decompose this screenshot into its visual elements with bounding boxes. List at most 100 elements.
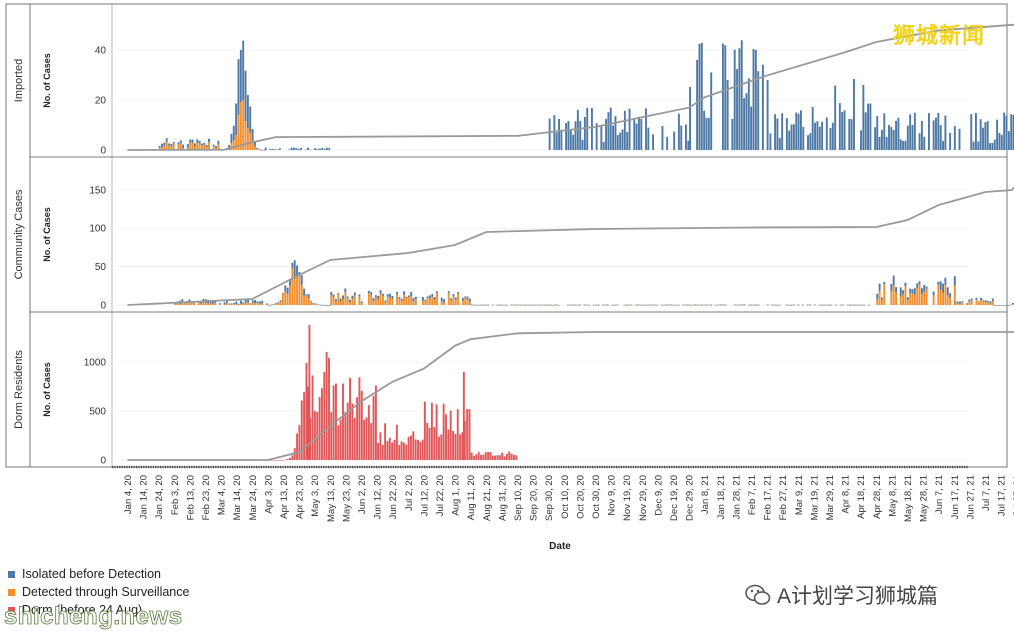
bar[interactable]	[517, 304, 520, 306]
bar[interactable]	[311, 375, 314, 460]
bar[interactable]	[466, 299, 469, 305]
bar[interactable]	[569, 304, 572, 306]
bar[interactable]	[787, 304, 790, 306]
bar[interactable]	[344, 412, 347, 460]
bar[interactable]	[452, 430, 454, 460]
bar[interactable]	[1000, 135, 1003, 150]
bar[interactable]	[565, 123, 568, 150]
bar[interactable]	[239, 102, 242, 150]
bar[interactable]	[466, 409, 469, 460]
bar[interactable]	[1012, 304, 1014, 305]
bar[interactable]	[363, 419, 366, 460]
bar[interactable]	[279, 301, 282, 305]
bar[interactable]	[958, 128, 961, 150]
bar[interactable]	[534, 304, 537, 306]
bar[interactable]	[691, 304, 694, 306]
bar[interactable]	[484, 304, 487, 306]
bar[interactable]	[384, 423, 387, 460]
bar[interactable]	[254, 303, 257, 305]
bar[interactable]	[755, 304, 757, 306]
bar[interactable]	[982, 300, 985, 305]
bar[interactable]	[790, 124, 793, 150]
bar[interactable]	[536, 304, 539, 306]
bar[interactable]	[484, 452, 487, 460]
bar[interactable]	[226, 302, 228, 305]
bar[interactable]	[818, 304, 821, 306]
bar[interactable]	[282, 292, 284, 294]
bar[interactable]	[218, 304, 221, 305]
bar[interactable]	[642, 304, 645, 306]
bar[interactable]	[892, 285, 895, 305]
bar[interactable]	[776, 304, 779, 306]
bar[interactable]	[421, 300, 424, 305]
bar[interactable]	[722, 43, 724, 150]
bar[interactable]	[288, 149, 291, 150]
bar[interactable]	[313, 411, 316, 460]
bar[interactable]	[295, 148, 298, 150]
bar[interactable]	[461, 300, 464, 305]
bar[interactable]	[457, 291, 460, 294]
bar[interactable]	[482, 304, 485, 306]
bar[interactable]	[576, 109, 579, 150]
bar[interactable]	[977, 301, 980, 303]
bar[interactable]	[932, 291, 935, 296]
bar[interactable]	[816, 121, 819, 150]
bar[interactable]	[876, 293, 879, 300]
bar[interactable]	[186, 144, 189, 148]
bar[interactable]	[670, 304, 673, 306]
bar[interactable]	[510, 304, 513, 306]
bar[interactable]	[193, 143, 196, 147]
bar[interactable]	[433, 300, 436, 305]
bar[interactable]	[661, 125, 664, 150]
bar[interactable]	[384, 301, 387, 305]
bar[interactable]	[515, 304, 518, 306]
bar[interactable]	[182, 144, 185, 149]
bar[interactable]	[186, 302, 188, 305]
bar[interactable]	[325, 147, 328, 150]
bar[interactable]	[466, 296, 469, 300]
bar[interactable]	[961, 301, 964, 305]
bar[interactable]	[456, 409, 459, 460]
bar[interactable]	[771, 304, 774, 306]
bar[interactable]	[158, 145, 161, 148]
bar[interactable]	[435, 404, 438, 460]
bar[interactable]	[909, 114, 912, 150]
bar[interactable]	[1005, 115, 1008, 150]
bar[interactable]	[351, 299, 354, 305]
bar[interactable]	[473, 304, 475, 306]
bar[interactable]	[447, 292, 450, 305]
bar[interactable]	[402, 442, 405, 460]
bar[interactable]	[305, 294, 308, 296]
bar[interactable]	[552, 304, 555, 306]
bar[interactable]	[800, 110, 802, 150]
bar[interactable]	[959, 301, 961, 304]
bar[interactable]	[367, 290, 370, 294]
bar[interactable]	[591, 108, 593, 150]
bar[interactable]	[487, 452, 490, 460]
bar[interactable]	[961, 301, 964, 302]
bar[interactable]	[888, 125, 890, 150]
bar[interactable]	[797, 304, 800, 306]
bar[interactable]	[274, 303, 277, 304]
bar[interactable]	[358, 377, 361, 460]
bar[interactable]	[289, 279, 291, 286]
bar[interactable]	[602, 304, 605, 306]
bar[interactable]	[323, 148, 326, 150]
bar[interactable]	[300, 275, 303, 285]
bar[interactable]	[237, 59, 240, 116]
bar[interactable]	[323, 371, 326, 460]
bar[interactable]	[724, 45, 727, 151]
bar[interactable]	[717, 304, 720, 306]
bar[interactable]	[635, 123, 638, 150]
bar[interactable]	[193, 302, 195, 305]
bar[interactable]	[450, 300, 453, 305]
bar[interactable]	[661, 304, 663, 306]
bar[interactable]	[389, 293, 391, 298]
bar[interactable]	[970, 300, 973, 305]
bar[interactable]	[462, 371, 465, 460]
bar[interactable]	[264, 147, 267, 150]
bar[interactable]	[895, 292, 897, 305]
bar[interactable]	[755, 304, 757, 306]
bar[interactable]	[693, 304, 696, 306]
bar[interactable]	[503, 304, 506, 306]
